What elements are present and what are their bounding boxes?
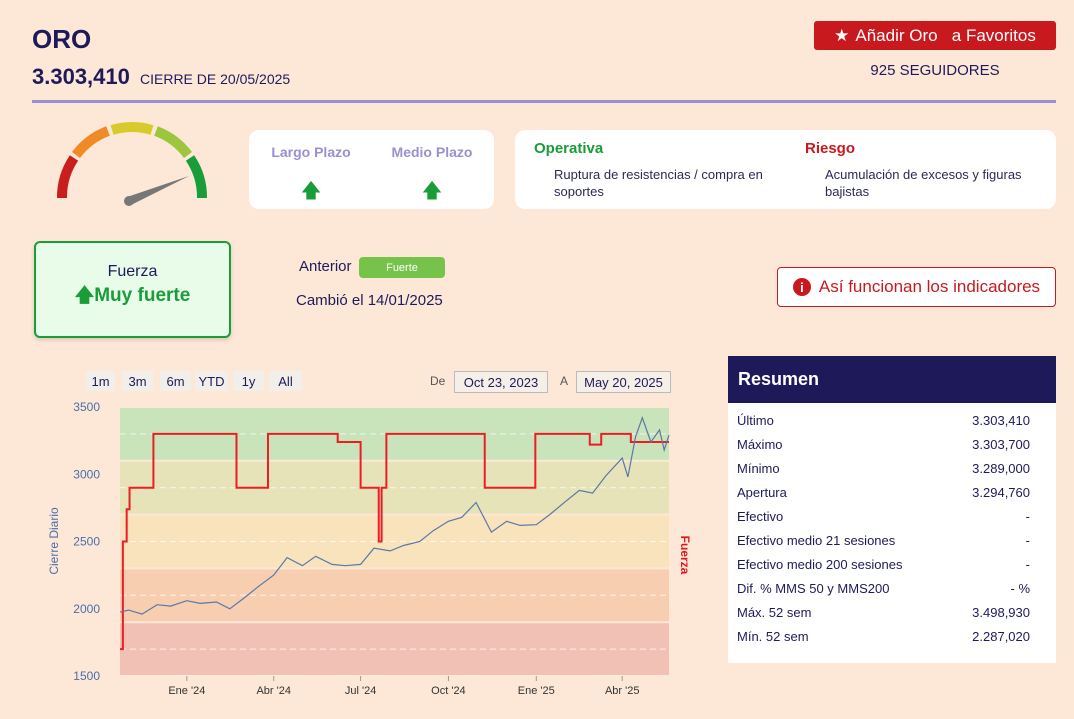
summary-row: Efectivo medio 21 sesiones -: [728, 528, 1056, 552]
x-tick-label: Ene '25: [518, 685, 555, 697]
summary-key: Apertura: [737, 485, 787, 500]
range-button-ytd[interactable]: YTD: [195, 371, 228, 391]
x-tick-label: Abr '24: [256, 685, 291, 697]
summary-value: 3.303,700: [972, 437, 1030, 452]
x-tick-label: Oct '24: [431, 685, 466, 697]
range-button-6m[interactable]: 6m: [160, 371, 191, 391]
gauge-segment-red: [56, 155, 79, 199]
y-axis-label: Cierre Diario: [47, 507, 61, 575]
largo-plazo-label: Largo Plazo: [271, 144, 351, 160]
trend-card: Largo Plazo Medio Plazo 🡅 🡅: [249, 130, 494, 209]
summary-key: Mín. 52 sem: [737, 629, 809, 644]
operativa-title: Operativa: [534, 140, 604, 157]
previous-badge: Fuerte: [359, 257, 445, 278]
operativa-text: Ruptura de resistencias / compra en sopo…: [554, 167, 763, 199]
summary-row: Apertura 3.294,760: [728, 480, 1056, 504]
summary-row: Último 3.303,410: [728, 408, 1056, 432]
summary-value: -: [1025, 557, 1030, 572]
summary-row: Máx. 52 sem 3.498,930: [728, 600, 1056, 624]
summary-value: -: [1025, 509, 1030, 524]
gauge-segment-yellow: [110, 122, 154, 135]
star-icon: ★: [834, 25, 850, 45]
gauge-needle: [127, 176, 189, 205]
summary-row: Mín. 52 sem 2.287,020: [728, 624, 1056, 648]
summary-value: -: [1025, 533, 1030, 548]
riesgo-title: Riesgo: [805, 140, 856, 157]
x-tick-label: Jul '24: [345, 685, 376, 697]
arrow-up-icon: 🡅: [421, 180, 443, 202]
summary-row: Máximo 3.303,700: [728, 432, 1056, 456]
summary-key: Máx. 52 sem: [737, 605, 812, 620]
gauge-segment-lightgreen: [154, 126, 193, 159]
summary-value: 3.294,760: [972, 485, 1030, 500]
arrow-up-icon: 🡅: [74, 285, 95, 306]
summary-key: Máximo: [737, 437, 783, 452]
summary-value: 2.287,020: [972, 629, 1030, 644]
summary-row: Mínimo 3.289,000: [728, 456, 1056, 480]
summary-key: Efectivo medio 200 sesiones: [737, 557, 903, 572]
y-tick-label: 2000: [73, 602, 100, 616]
y-tick-label: 3000: [73, 467, 100, 481]
close-date: CIERRE DE 20/05/2025: [140, 71, 291, 87]
gauge-segment-orange: [71, 126, 110, 159]
summary-key: Dif. % MMS 50 y MMS200: [737, 581, 890, 596]
x-tick-label: Abr '25: [605, 685, 640, 697]
gauge-segment-green: [185, 155, 208, 199]
gauge-meter: [56, 122, 208, 206]
last-price: 3.303,410: [32, 64, 130, 89]
operativa-card: Operativa Ruptura de resistencias / comp…: [515, 130, 1056, 209]
strength-value-line: 🡅Muy fuerte: [36, 281, 229, 313]
summary-value: 3.289,000: [972, 461, 1030, 476]
y2-axis-label: Fuerza: [678, 536, 692, 575]
y-tick-label: 3500: [73, 400, 100, 414]
summary-row: Efectivo -: [728, 504, 1056, 528]
range-button-3m[interactable]: 3m: [122, 371, 153, 391]
date-to-input[interactable]: May 20, 2025: [576, 371, 671, 393]
strength-value: Muy fuerte: [94, 285, 191, 306]
header-divider: [32, 100, 1056, 103]
price-line: [119, 416, 670, 615]
price-chart: 3500 3000 2500 2000 1500 Ene '24 Abr '24 Jul '2…: [47, 400, 692, 697]
strength-line: [120, 432, 669, 651]
info-icon: i: [792, 278, 811, 296]
summary-key: Efectivo medio 21 sesiones: [737, 533, 896, 548]
summary-rows: Último 3.303,410 Máximo 3.303,700 Mínimo 3.28…: [728, 403, 1056, 648]
indicators-info-label: Así funcionan los indicadores: [818, 277, 1041, 296]
date-to-label: A: [560, 374, 569, 388]
summary-value: 3.303,410: [972, 413, 1030, 428]
summary-title: Resumen: [728, 356, 1056, 403]
medio-plazo-label: Medio Plazo: [391, 144, 473, 160]
followers-count: 925 SEGUIDORES: [870, 62, 1000, 79]
summary-key: Mínimo: [737, 461, 780, 476]
date-from-input[interactable]: Oct 23, 2023: [454, 371, 548, 393]
summary-value: 3.498,930: [972, 605, 1030, 620]
summary-row: Dif. % MMS 50 y MMS200 - %: [728, 576, 1056, 600]
summary-value: - %: [1010, 581, 1031, 596]
y-tick-label: 1500: [73, 669, 100, 683]
range-button-1y[interactable]: 1y: [233, 371, 264, 391]
summary-row: Efectivo medio 200 sesiones -: [728, 552, 1056, 576]
summary-key: Último: [737, 413, 774, 428]
y-tick-label: 2500: [73, 535, 100, 549]
summary-key: Efectivo: [737, 509, 784, 524]
range-button-1m[interactable]: 1m: [86, 371, 115, 391]
x-tick-label: Ene '24: [168, 685, 205, 697]
previous-label: Anterior: [299, 258, 352, 275]
page-title: ORO: [32, 24, 92, 54]
strength-box: Fuerza 🡅Muy fuerte: [34, 241, 231, 338]
add-favorite-button[interactable]: ★ Añadir Oro a Favoritos: [814, 21, 1056, 50]
riesgo-text: Acumulación de excesos y figuras bajista…: [825, 167, 1022, 199]
indicators-info-button[interactable]: i Así funcionan los indicadores: [777, 267, 1056, 307]
strength-label: Fuerza: [107, 263, 158, 280]
date-from-label: De: [430, 374, 446, 388]
changed-date: Cambió el 14/01/2025: [296, 292, 443, 309]
range-button-all[interactable]: All: [269, 371, 302, 391]
add-favorite-label: Añadir Oro a Favoritos: [855, 25, 1036, 45]
summary-panel: Resumen Último 3.303,410 Máximo 3.303,700 Mí…: [728, 356, 1056, 663]
arrow-up-icon: 🡅: [300, 180, 322, 202]
price-line: 3.303,410 CIERRE DE 20/05/2025: [32, 64, 290, 90]
